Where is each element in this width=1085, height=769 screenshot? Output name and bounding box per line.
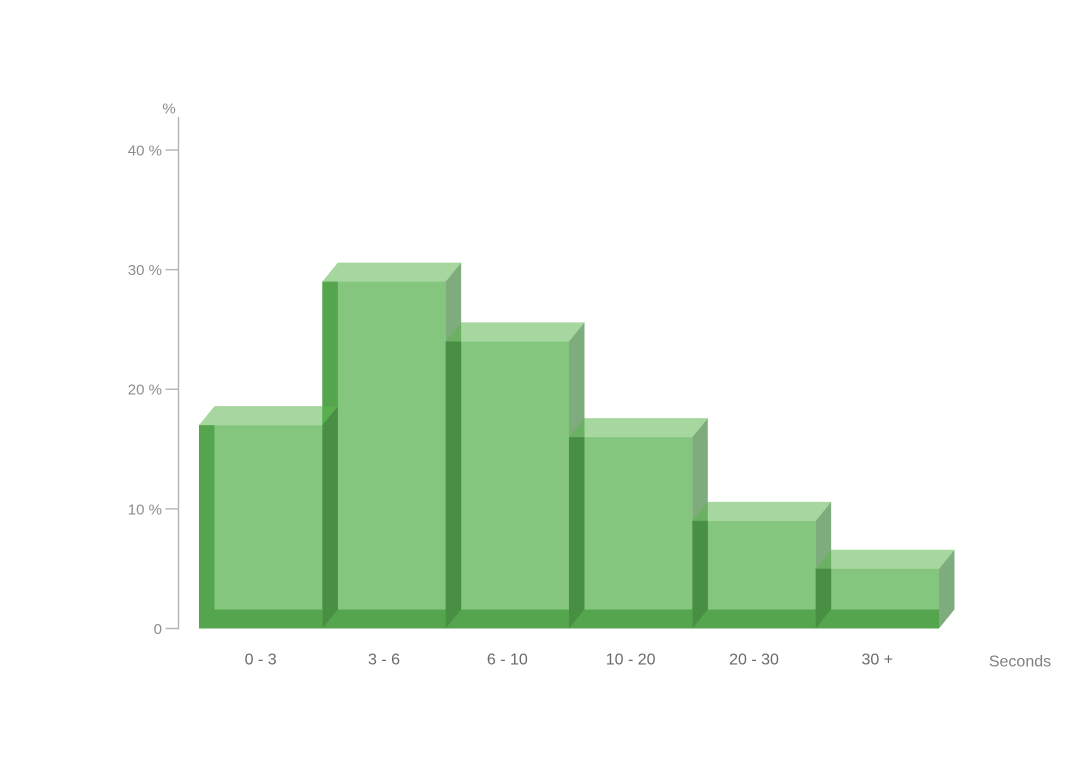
y-axis-tick-label: 30 % xyxy=(128,262,162,279)
bar-front-face xyxy=(322,281,446,629)
bar-front-face xyxy=(199,425,323,629)
bar-bottom-bevel xyxy=(815,609,939,629)
x-axis-category-label: 20 - 30 xyxy=(729,652,779,669)
y-axis-unit-label: % xyxy=(162,101,175,118)
bar-top-face xyxy=(445,322,585,342)
bar-front-face xyxy=(568,437,693,629)
bar-bottom-bevel xyxy=(199,609,323,629)
bar-bottom-bevel xyxy=(568,609,693,629)
bar-side-face xyxy=(938,549,955,629)
bar-bottom-bevel xyxy=(322,609,446,629)
bar-side-face xyxy=(692,418,708,629)
x-axis-category-label: 3 - 6 xyxy=(368,652,400,669)
y-axis-tick-label: 40 % xyxy=(128,142,162,159)
bar-bottom-bevel xyxy=(445,609,569,629)
bar-side-face xyxy=(568,322,585,629)
y-axis-tick-label: 0 xyxy=(154,621,162,638)
y-axis-tick-label: 20 % xyxy=(128,382,162,399)
x-axis-category-label: 30 + xyxy=(862,652,894,669)
bar-top-face xyxy=(815,549,955,569)
x-axis-category-label: 0 - 3 xyxy=(245,652,277,669)
bar-top-face xyxy=(568,418,708,438)
x-axis-title: Seconds xyxy=(989,654,1051,671)
x-axis-category-label: 10 - 20 xyxy=(606,652,656,669)
bar-left-bevel xyxy=(199,425,215,629)
y-axis-tick-label: 10 % xyxy=(128,501,162,518)
x-axis-category-label: 6 - 10 xyxy=(487,652,528,669)
bar-bottom-bevel xyxy=(692,609,816,629)
bar-front-face xyxy=(445,341,569,629)
bar-top-face xyxy=(199,406,338,426)
bar-side-face xyxy=(445,262,462,629)
bar-side-face xyxy=(322,406,338,629)
bar-top-face xyxy=(322,262,462,282)
bar-top-face xyxy=(692,501,832,521)
